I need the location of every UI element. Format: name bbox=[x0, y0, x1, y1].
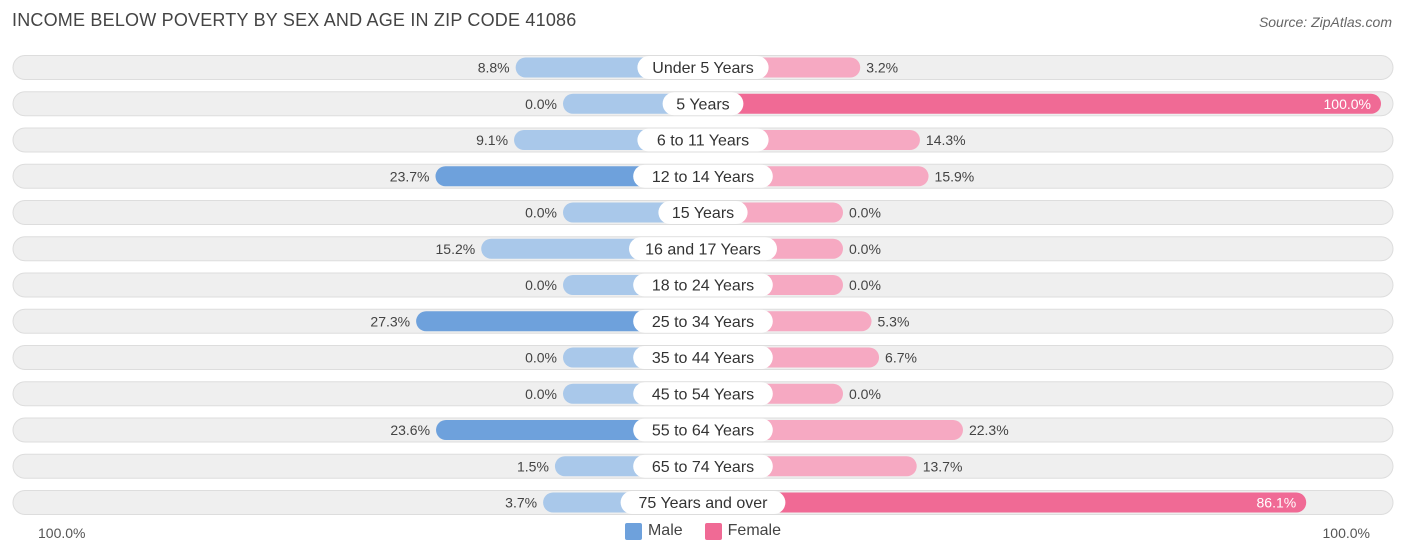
category-label: 35 to 44 Years bbox=[652, 350, 754, 367]
female-bar bbox=[703, 492, 1307, 513]
female-bar bbox=[703, 93, 1381, 114]
male-value-label: 3.7% bbox=[505, 495, 537, 511]
male-value-label: 0.0% bbox=[525, 205, 557, 221]
category-label: 6 to 11 Years bbox=[657, 133, 749, 150]
category-pill bbox=[662, 92, 744, 116]
female-value-label: 22.3% bbox=[969, 422, 1009, 438]
legend-label-male: Male bbox=[647, 522, 683, 539]
male-value-label: 0.0% bbox=[525, 386, 557, 402]
category-pill bbox=[633, 418, 773, 442]
female-value-label: 86.1% bbox=[1257, 495, 1297, 511]
category-pill bbox=[633, 273, 773, 297]
category-label: 18 to 24 Years bbox=[652, 278, 754, 295]
female-value-label: 0.0% bbox=[849, 205, 881, 221]
legend-item-male: Male bbox=[624, 522, 683, 540]
category-pill bbox=[633, 454, 773, 478]
male-value-label: 27.3% bbox=[370, 313, 410, 329]
axis-left-label: 100.0% bbox=[38, 525, 86, 541]
legend: Male Female bbox=[0, 522, 1406, 540]
male-value-label: 23.6% bbox=[390, 422, 430, 438]
female-value-label: 0.0% bbox=[849, 277, 881, 293]
female-value-label: 100.0% bbox=[1324, 96, 1371, 112]
female-value-label: 0.0% bbox=[849, 386, 881, 402]
legend-label-female: Female bbox=[727, 522, 782, 539]
category-label: 55 to 64 Years bbox=[652, 423, 754, 440]
category-label: 65 to 74 Years bbox=[652, 459, 754, 476]
category-label: 75 Years and over bbox=[639, 495, 769, 512]
category-pill bbox=[658, 201, 748, 224]
chart-title: INCOME BELOW POVERTY BY SEX AND AGE IN Z… bbox=[12, 10, 577, 30]
category-pill bbox=[633, 309, 773, 333]
male-value-label: 1.5% bbox=[517, 458, 549, 474]
bar-chart: Under 5 Years 8.8% 3.2% 5 Years 0.0% 100.0% 6 … bbox=[12, 55, 1394, 515]
category-pill bbox=[633, 382, 773, 406]
category-pill bbox=[637, 128, 769, 152]
category-label: 12 to 14 Years bbox=[652, 169, 754, 186]
female-value-label: 5.3% bbox=[878, 313, 910, 329]
female-value-label: 6.7% bbox=[885, 350, 917, 366]
category-pill bbox=[620, 491, 786, 514]
axis-right-label: 100.0% bbox=[1322, 525, 1370, 541]
male-value-label: 9.1% bbox=[476, 132, 508, 148]
category-label: 25 to 34 Years bbox=[652, 314, 754, 331]
source-note: Source: ZipAtlas.com bbox=[1258, 14, 1392, 30]
female-value-label: 13.7% bbox=[923, 458, 963, 474]
category-label: 15 Years bbox=[672, 205, 734, 222]
category-label: 45 to 54 Years bbox=[652, 386, 754, 403]
female-value-label: 0.0% bbox=[849, 241, 881, 257]
male-value-label: 15.2% bbox=[436, 241, 476, 257]
category-pill bbox=[633, 346, 773, 369]
male-value-label: 8.8% bbox=[478, 60, 510, 76]
legend-swatch-male bbox=[624, 522, 642, 540]
female-value-label: 15.9% bbox=[935, 168, 975, 184]
male-value-label: 23.7% bbox=[390, 168, 430, 184]
male-bar bbox=[416, 311, 703, 332]
category-label: 5 Years bbox=[676, 96, 729, 113]
category-pill bbox=[629, 237, 777, 261]
female-value-label: 14.3% bbox=[926, 132, 966, 148]
legend-swatch-female bbox=[704, 522, 722, 540]
category-label: 16 and 17 Years bbox=[645, 241, 761, 258]
category-pill bbox=[637, 56, 769, 79]
male-value-label: 0.0% bbox=[525, 277, 557, 293]
male-value-label: 0.0% bbox=[525, 350, 557, 366]
category-label: Under 5 Years bbox=[652, 60, 753, 77]
legend-item-female: Female bbox=[704, 522, 782, 540]
male-value-label: 0.0% bbox=[525, 96, 557, 112]
female-value-label: 3.2% bbox=[866, 60, 898, 76]
category-pill bbox=[633, 164, 773, 188]
